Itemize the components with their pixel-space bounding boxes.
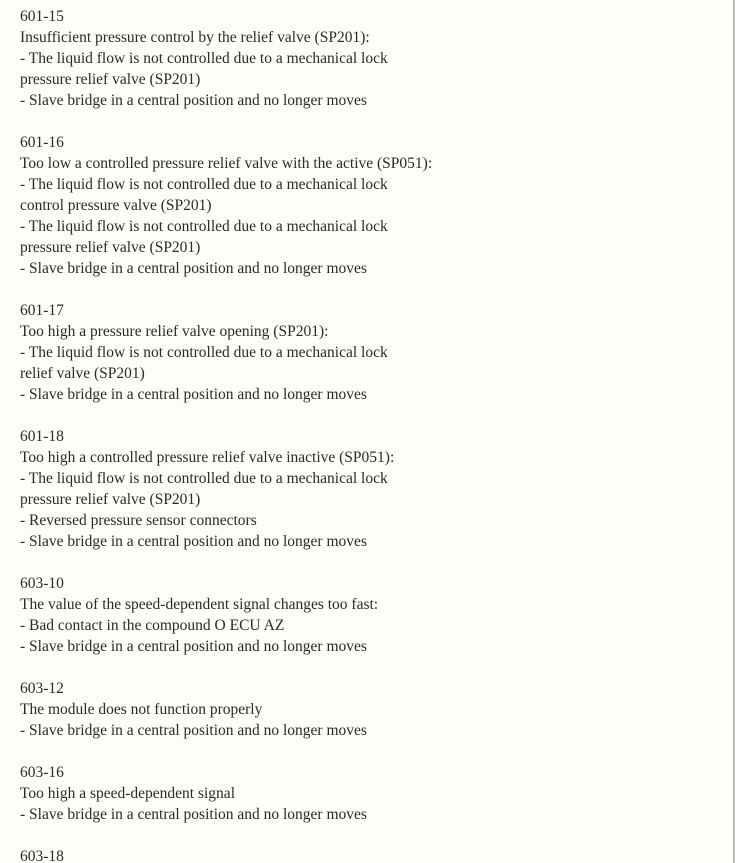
fault-detail-line: pressure relief valve (SP201) — [20, 489, 713, 510]
fault-detail-line: - The liquid flow is not controlled due … — [20, 216, 713, 237]
fault-code: 601-17 — [20, 300, 713, 321]
fault-code: 603-10 — [20, 573, 713, 594]
fault-detail-line: - Slave bridge in a central position and… — [20, 636, 713, 657]
fault-detail-line: - Slave bridge in a central position and… — [20, 804, 713, 825]
fault-entry: 603-18Too low a speed-dependent signal — [20, 846, 713, 863]
fault-entry: 601-16Too low a controlled pressure reli… — [20, 132, 713, 279]
fault-title: Too high a controlled pressure relief va… — [20, 447, 713, 468]
fault-detail-line: control pressure valve (SP201) — [20, 195, 713, 216]
fault-detail-line: - The liquid flow is not controlled due … — [20, 48, 713, 69]
fault-title: Insufficient pressure control by the rel… — [20, 27, 713, 48]
fault-title: Too low a controlled pressure relief val… — [20, 153, 713, 174]
fault-detail-line: - Slave bridge in a central position and… — [20, 90, 713, 111]
fault-detail-line: relief valve (SP201) — [20, 363, 713, 384]
fault-detail-line: - Reversed pressure sensor connectors — [20, 510, 713, 531]
fault-title: The module does not function properly — [20, 699, 713, 720]
fault-detail-line: pressure relief valve (SP201) — [20, 237, 713, 258]
fault-entry: 603-12The module does not function prope… — [20, 678, 713, 741]
fault-detail-line: - Bad contact in the compound O ECU AZ — [20, 615, 713, 636]
fault-detail-line: - Slave bridge in a central position and… — [20, 384, 713, 405]
fault-code-page: 601-15Insufficient pressure control by t… — [0, 0, 735, 863]
fault-code: 603-12 — [20, 678, 713, 699]
fault-entry: 601-17Too high a pressure relief valve o… — [20, 300, 713, 405]
fault-title: Too high a speed-dependent signal — [20, 783, 713, 804]
fault-code: 603-16 — [20, 762, 713, 783]
fault-code: 603-18 — [20, 846, 713, 863]
fault-code: 601-15 — [20, 6, 713, 27]
fault-entry: 603-10The value of the speed-dependent s… — [20, 573, 713, 657]
fault-detail-line: pressure relief valve (SP201) — [20, 69, 713, 90]
fault-title: The value of the speed-dependent signal … — [20, 594, 713, 615]
fault-entry: 601-18Too high a controlled pressure rel… — [20, 426, 713, 552]
fault-code: 601-16 — [20, 132, 713, 153]
fault-detail-line: - Slave bridge in a central position and… — [20, 531, 713, 552]
fault-detail-line: - The liquid flow is not controlled due … — [20, 468, 713, 489]
fault-code: 601-18 — [20, 426, 713, 447]
fault-detail-line: - Slave bridge in a central position and… — [20, 258, 713, 279]
fault-detail-line: - Slave bridge in a central position and… — [20, 720, 713, 741]
fault-detail-line: - The liquid flow is not controlled due … — [20, 342, 713, 363]
fault-detail-line: - The liquid flow is not controlled due … — [20, 174, 713, 195]
fault-entry: 603-16Too high a speed-dependent signal-… — [20, 762, 713, 825]
fault-title: Too high a pressure relief valve opening… — [20, 321, 713, 342]
fault-entry: 601-15Insufficient pressure control by t… — [20, 6, 713, 111]
